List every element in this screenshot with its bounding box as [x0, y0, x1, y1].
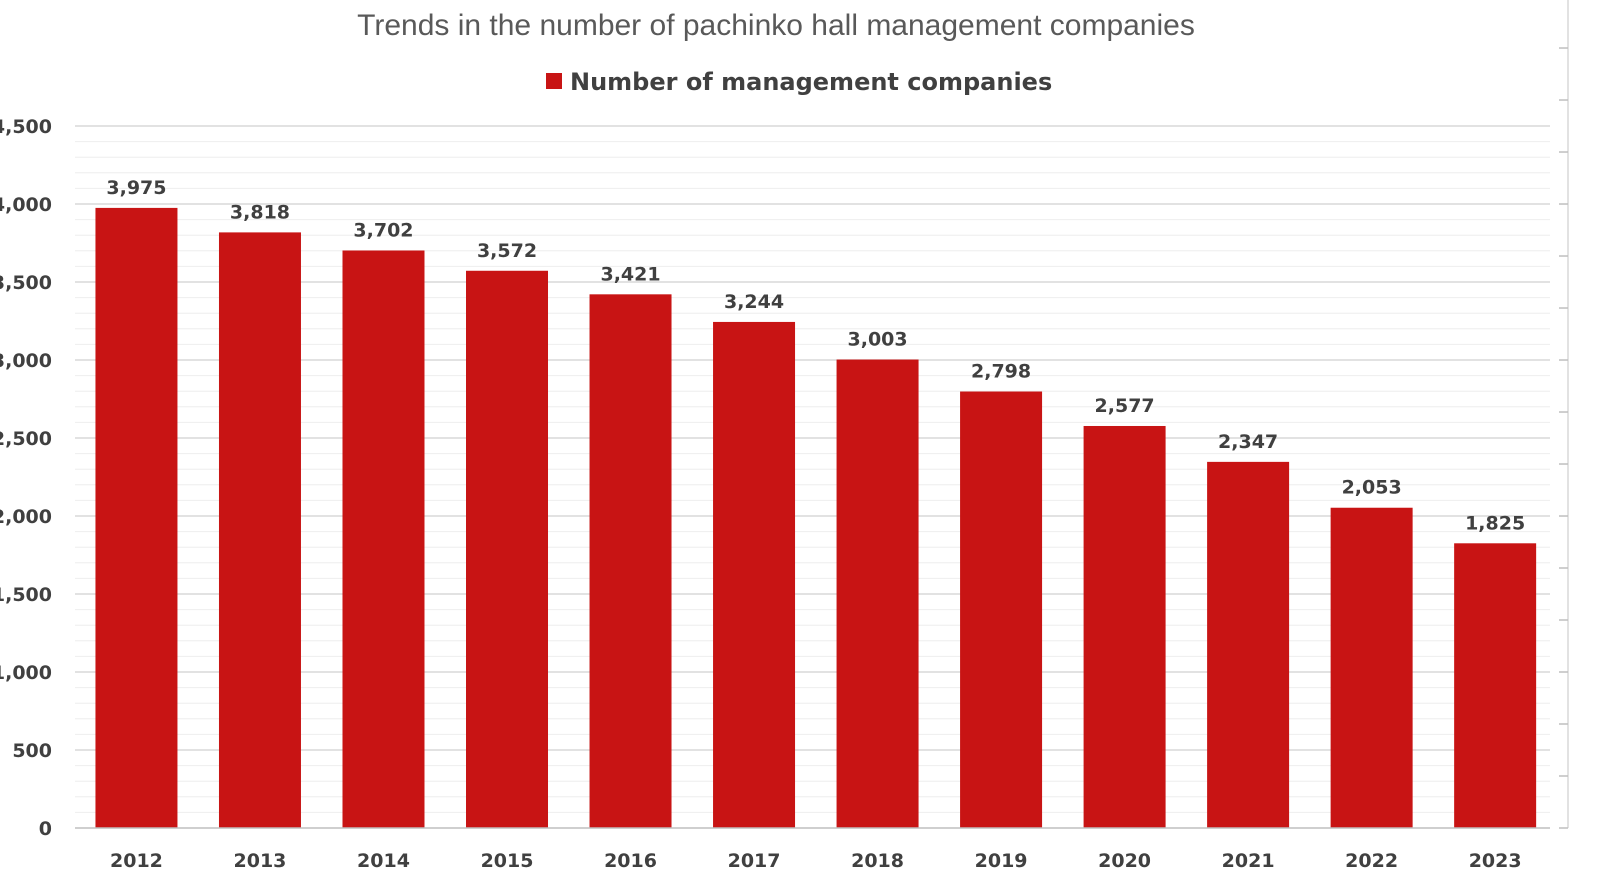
y-tick-label: 3,500 — [0, 272, 52, 294]
data-labels: 3,975 3,818 3,702 3,572 3,421 3,244 3,003 2,798… — [106, 177, 1525, 534]
y-tick-label: 1,000 — [0, 662, 52, 684]
x-tick-label-2017: 2017 — [728, 850, 781, 872]
x-tick-label-2021: 2021 — [1222, 850, 1275, 872]
data-label-2021: 2,347 — [1218, 431, 1278, 453]
x-tick-label-2019: 2019 — [975, 850, 1028, 872]
bar-2012 — [95, 207, 178, 828]
x-tick-label-2018: 2018 — [851, 850, 904, 872]
x-tick-label-2012: 2012 — [110, 850, 163, 872]
y-tick-label: 2,500 — [0, 428, 52, 450]
y-tick-label: 4,000 — [0, 194, 52, 216]
bar-2020 — [1083, 425, 1166, 828]
data-label-2022: 2,053 — [1342, 477, 1402, 499]
legend: Number of management companies — [546, 68, 1052, 96]
bar-2015 — [466, 270, 549, 828]
right-axis-ticks — [1559, 0, 1569, 829]
data-label-2013: 3,818 — [230, 201, 290, 223]
x-tick-label-2013: 2013 — [234, 850, 287, 872]
bar-2021 — [1207, 461, 1290, 828]
bar-2018 — [836, 359, 919, 828]
x-tick-label-2015: 2015 — [481, 850, 534, 872]
x-tick-label-2022: 2022 — [1345, 850, 1398, 872]
bar-2013 — [218, 232, 301, 829]
bars — [95, 207, 1537, 829]
x-tick-label-2023: 2023 — [1469, 850, 1522, 872]
y-tick-label: 4,500 — [0, 116, 52, 138]
x-tick-label-2020: 2020 — [1098, 850, 1151, 872]
data-label-2023: 1,825 — [1465, 512, 1525, 534]
bar-2023 — [1454, 543, 1537, 828]
bar-2019 — [960, 391, 1043, 828]
chart-title: Trends in the number of pachinko hall ma… — [357, 9, 1195, 42]
bar-2016 — [589, 294, 672, 829]
bar-2017 — [713, 321, 796, 828]
data-label-2015: 3,572 — [477, 240, 537, 262]
minor-gridlines — [75, 141, 1550, 813]
x-tick-label-2014: 2014 — [357, 850, 410, 872]
data-label-2017: 3,244 — [724, 291, 784, 313]
bar-2022 — [1330, 507, 1413, 828]
x-tick-label-2016: 2016 — [604, 850, 657, 872]
major-gridlines — [75, 125, 1550, 751]
data-label-2019: 2,798 — [971, 361, 1031, 383]
data-label-2018: 3,003 — [848, 329, 908, 351]
y-tick-label: 500 — [12, 740, 52, 762]
data-label-2016: 3,421 — [600, 263, 660, 285]
bar-2014 — [342, 250, 425, 828]
legend-label: Number of management companies — [570, 68, 1052, 96]
data-label-2020: 2,577 — [1095, 395, 1155, 417]
legend-swatch — [546, 73, 562, 89]
y-tick-label: 3,000 — [0, 350, 52, 372]
y-axis-tick-labels: 0 500 1,000 1,500 2,000 2,500 3,000 3,500 4,000 4… — [0, 116, 52, 840]
x-axis-tick-labels: 2012 2013 2014 2015 2016 2017 2018 2019 2020 2021… — [110, 850, 1522, 872]
data-label-2012: 3,975 — [106, 177, 166, 199]
y-tick-label: 2,000 — [0, 506, 52, 528]
y-tick-label: 0 — [39, 818, 52, 840]
data-label-2014: 3,702 — [353, 219, 413, 241]
y-tick-label: 1,500 — [0, 584, 52, 606]
